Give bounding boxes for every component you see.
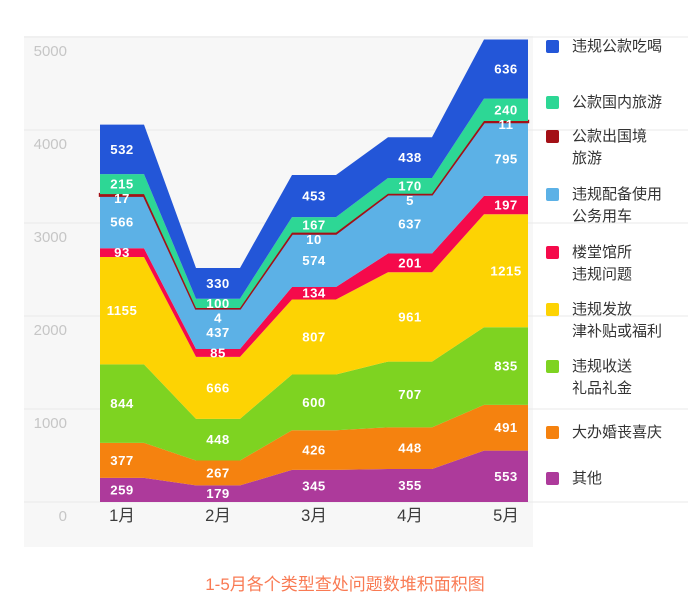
value-label: 1215 [490,263,521,278]
value-label: 355 [398,478,422,493]
value-label: 4 [214,310,222,325]
legend-item: 违规配备使用 公务用车 [546,184,662,228]
value-label: 197 [494,198,518,213]
value-label: 666 [206,380,230,395]
value-label: 566 [110,214,134,229]
value-label: 134 [302,286,326,301]
value-label: 330 [206,276,230,291]
legend-item-label: 楼堂馆所 违规问题 [572,244,633,283]
area-series [100,98,528,309]
x-tick-label: 3月 [301,507,327,525]
value-label: 532 [110,142,134,157]
legend-color-swatch [546,472,559,485]
legend-item: 公款出国境 旅游 [546,126,647,170]
value-label: 201 [398,255,422,270]
y-tick-label: 0 [59,508,67,525]
legend-item-label: 违规公款吃喝 [572,38,663,55]
value-label: 170 [398,178,422,193]
value-label: 961 [398,309,422,324]
area-series [100,39,528,299]
legend-item-label: 违规发放 津补贴或福利 [572,301,663,340]
value-label: 10 [306,232,322,247]
legend-color-swatch [546,130,559,143]
value-label: 707 [398,387,422,402]
legend-color-swatch [546,246,559,259]
value-label: 167 [302,217,326,232]
legend-item-label: 公款国内旅游 [572,94,663,111]
legend-item-label: 大办婚丧喜庆 [572,424,663,441]
value-label: 345 [302,478,326,493]
legend-color-swatch [546,303,559,316]
legend-color-swatch [546,188,559,201]
value-label: 844 [110,396,134,411]
value-label: 448 [206,432,230,447]
value-label: 448 [398,441,422,456]
legend-item: 楼堂馆所 违规问题 [546,242,632,286]
area-series [100,122,528,350]
legend: 违规公款吃喝 公款国内旅游公款出国境 旅游 违规配备使用 公务用车 楼堂馆所 违规问题… [546,0,690,548]
legend-color-swatch [546,40,559,53]
y-tick-label: 4000 [34,136,67,153]
area-series [100,214,528,419]
chart-title: 1-5月各个类型查处问题数堆积面积图 [205,575,485,594]
legend-color-swatch [546,360,559,373]
legend-item-label: 违规配备使用 公务用车 [572,186,663,225]
area-series [100,450,528,502]
x-tick-label: 5月 [493,507,519,525]
value-label: 240 [494,102,518,117]
value-label: 636 [494,62,518,77]
value-label: 600 [302,395,326,410]
value-label: 259 [110,482,134,497]
legend-item: 违规公款吃喝 [546,36,662,58]
y-tick-label: 1000 [34,415,67,432]
y-tick-label: 3000 [34,229,67,246]
value-label: 453 [302,189,326,204]
value-label: 1155 [107,303,138,318]
legend-item-label: 违规收送 礼品礼金 [572,358,633,397]
legend-color-swatch [546,96,559,109]
value-label: 100 [206,296,230,311]
value-label: 93 [114,245,130,260]
legend-color-swatch [546,426,559,439]
value-label: 377 [110,453,134,468]
x-tick-label: 4月 [397,507,423,525]
value-label: 85 [210,345,226,360]
value-label: 795 [494,151,518,166]
legend-item: 违规收送 礼品礼金 [546,356,632,400]
value-label: 553 [494,469,518,484]
value-label: 438 [398,150,422,165]
legend-item-label: 公款出国境 旅游 [572,128,648,167]
area-series [100,195,528,357]
value-label: 835 [494,359,518,374]
legend-item: 其他 [546,468,602,490]
area-series [100,404,528,486]
y-tick-label: 2000 [34,322,67,339]
value-label: 426 [302,443,326,458]
value-label: 11 [499,117,514,132]
y-tick-label: 5000 [34,43,67,60]
value-label: 17 [114,191,130,206]
legend-item: 违规发放 津补贴或福利 [546,299,662,343]
value-label: 491 [494,420,518,435]
value-label: 574 [302,253,326,268]
x-tick-label: 2月 [205,507,231,525]
value-label: 215 [110,177,134,192]
value-label: 807 [302,329,326,344]
legend-item-label: 其他 [572,470,603,487]
legend-item: 大办婚丧喜庆 [546,422,662,444]
value-label: 267 [206,465,230,480]
value-label: 5 [406,193,414,208]
x-tick-label: 1月 [109,507,135,525]
value-label: 437 [206,325,230,340]
value-label: 179 [206,486,230,501]
area-series [100,327,528,461]
value-label: 637 [398,216,422,231]
legend-item: 公款国内旅游 [546,92,662,114]
